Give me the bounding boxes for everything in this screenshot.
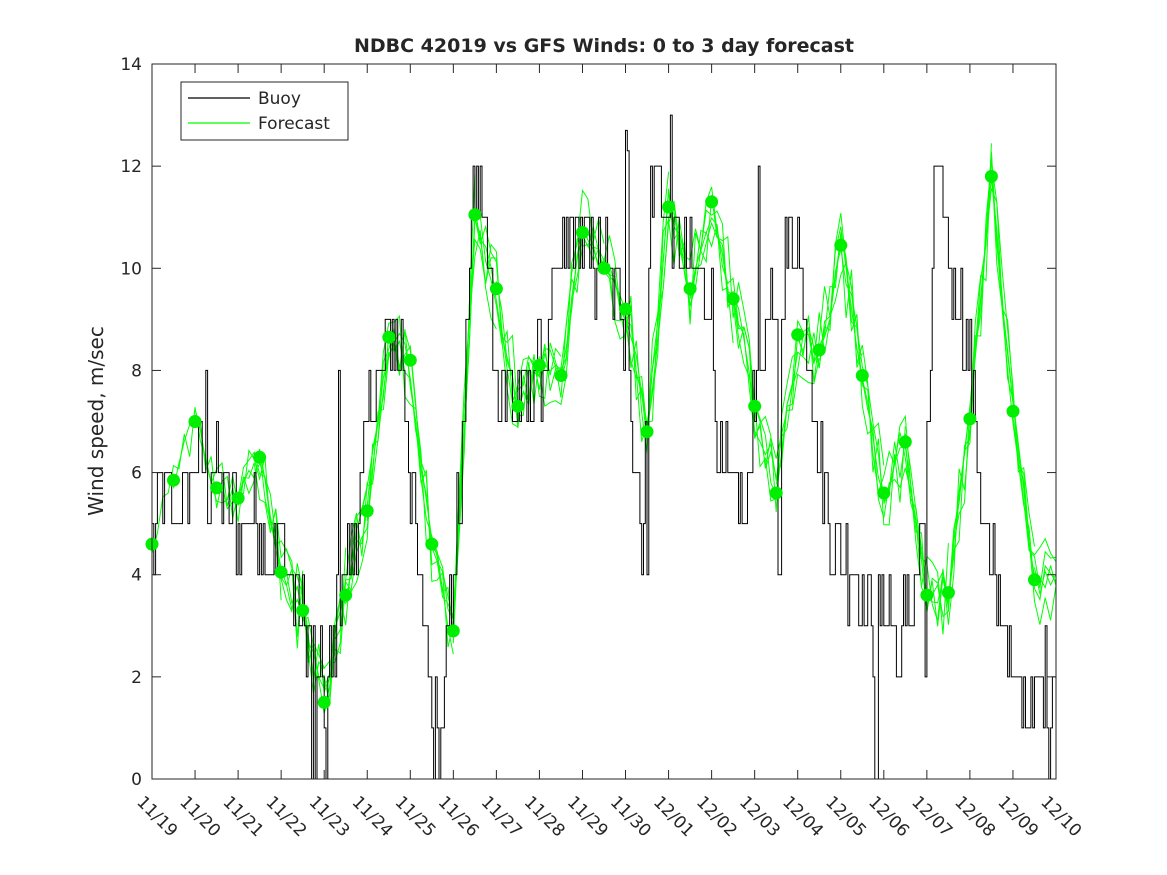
forecast-marker-28 [748, 399, 762, 413]
forecast-marker-39 [984, 169, 998, 183]
forecast-marker-22 [619, 302, 632, 316]
forecast-marker-9 [339, 588, 353, 602]
y-tick-label-1: 2 [131, 668, 142, 688]
forecast-marker-20 [576, 226, 589, 239]
forecast-marker-25 [683, 282, 697, 296]
y-axis-label: Wind speed, m/sec [84, 326, 108, 516]
forecast-marker-29 [769, 486, 783, 500]
forecast-marker-6 [274, 565, 288, 579]
legend-box [180, 81, 349, 141]
legend: Buoy Forecast [180, 81, 349, 141]
y-tick-label-3: 6 [131, 464, 142, 484]
buoy-line [152, 114, 1057, 780]
forecast-marker-31 [812, 343, 826, 357]
plot-area [152, 64, 1056, 779]
forecast-marker-13 [425, 537, 439, 551]
forecast-markers-group [145, 169, 1041, 709]
forecast-marker-3 [210, 481, 224, 495]
forecast-marker-1 [167, 473, 180, 487]
chart-title: NDBC 42019 vs GFS Winds: 0 to 3 day fore… [354, 35, 854, 57]
forecast-marker-24 [662, 200, 676, 214]
forecast-marker-11 [382, 330, 396, 344]
legend-buoy-label: Buoy [258, 89, 301, 109]
forecast-marker-5 [253, 450, 267, 464]
forecast-line-38 [969, 178, 1057, 589]
forecast-line-29 [775, 260, 906, 526]
forecast-marker-21 [597, 261, 611, 275]
forecast-marker-36 [920, 588, 934, 602]
legend-forecast-label: Forecast [258, 114, 330, 134]
forecast-marker-26 [705, 195, 719, 209]
forecast-marker-19 [554, 369, 568, 382]
forecast-marker-30 [791, 328, 805, 342]
forecast-line-37 [947, 151, 1057, 599]
forecast-marker-7 [296, 604, 310, 617]
y-tick-label-5: 10 [120, 259, 142, 279]
forecast-marker-17 [511, 399, 525, 413]
y-tick-label-7: 14 [120, 55, 142, 75]
forecast-line-25 [689, 216, 820, 467]
forecast-marker-32 [834, 238, 848, 252]
y-tick-label-2: 4 [131, 566, 142, 586]
forecast-marker-35 [898, 435, 912, 449]
forecast-line-15 [474, 189, 605, 428]
y-tick-label-0: 0 [131, 770, 142, 790]
y-tick-label-6: 12 [120, 157, 142, 177]
axes-box [151, 63, 1057, 780]
forecast-marker-27 [726, 292, 740, 306]
forecast-marker-2 [188, 415, 202, 428]
forecast-marker-15 [468, 208, 482, 222]
y-tick-label-4: 8 [131, 361, 142, 381]
forecast-marker-40 [1006, 404, 1020, 418]
forecast-marker-41 [1028, 573, 1041, 587]
forecast-marker-23 [640, 425, 654, 439]
forecast-marker-10 [360, 504, 374, 518]
forecast-marker-37 [941, 586, 955, 600]
buoy-series-group [152, 114, 1057, 780]
forecast-line-39 [990, 170, 1057, 602]
forecast-marker-12 [403, 353, 417, 367]
forecast-marker-4 [231, 491, 245, 505]
forecast-marker-14 [446, 624, 460, 638]
forecast-marker-16 [489, 282, 503, 296]
forecast-marker-38 [963, 412, 977, 426]
forecast-marker-8 [317, 695, 331, 709]
forecast-marker-34 [877, 486, 891, 500]
forecast-marker-18 [532, 358, 546, 372]
forecast-marker-33 [855, 369, 869, 382]
